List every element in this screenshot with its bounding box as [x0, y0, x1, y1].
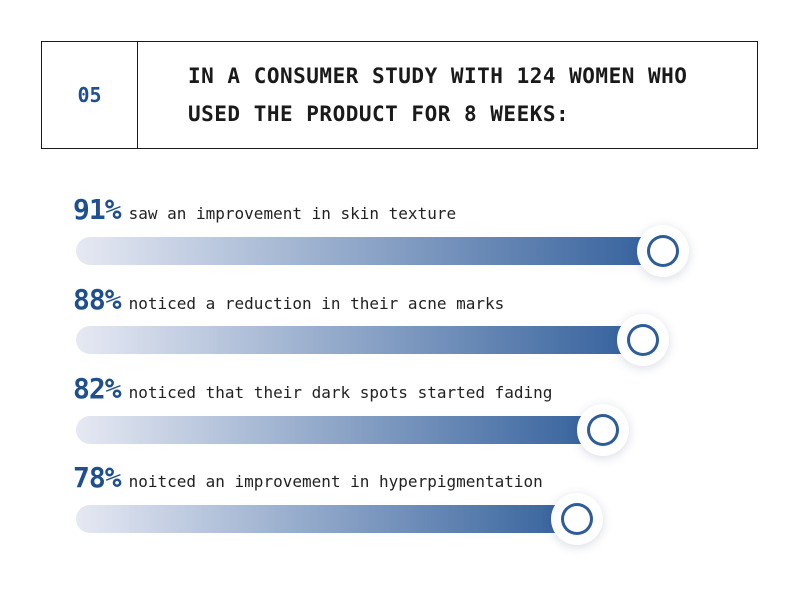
stat-texture: 91% saw an improvement in skin texture: [73, 193, 456, 226]
progress-bar-acne-marks: [76, 326, 657, 354]
stat-acne-marks: 88% noticed a reduction in their acne ma…: [73, 283, 504, 316]
stat-percent: 78%: [73, 461, 122, 494]
stat-description: noitced an improvement in hyperpigmentat…: [128, 472, 543, 491]
stat-description: noticed a reduction in their acne marks: [128, 294, 505, 313]
study-title: IN A CONSUMER STUDY WITH 124 WOMEN WHO U…: [138, 42, 757, 148]
progress-bar-hyperpigmentation: [76, 505, 591, 533]
progress-bar-dark-spots: [76, 416, 618, 444]
stat-percent: 88%: [73, 283, 122, 316]
progress-knob-acne-marks: [616, 314, 669, 366]
progress-knob-dark-spots: [577, 404, 630, 456]
progress-knob-texture: [636, 225, 689, 277]
stat-hyperpigmentation: 78% noitced an improvement in hyperpigme…: [73, 461, 543, 494]
study-title-line-2: USED THE PRODUCT FOR 8 WEEKS:: [188, 102, 570, 126]
progress-bar-texture: [76, 237, 677, 265]
section-number: 05: [42, 42, 138, 148]
stat-description: noticed that their dark spots started fa…: [128, 383, 553, 402]
stat-percent: 82%: [73, 372, 122, 405]
study-title-line-1: IN A CONSUMER STUDY WITH 124 WOMEN WHO: [188, 64, 688, 88]
study-header: 05 IN A CONSUMER STUDY WITH 124 WOMEN WH…: [41, 41, 758, 149]
progress-knob-hyperpigmentation: [550, 493, 603, 545]
stat-percent: 91%: [73, 193, 122, 226]
stat-dark-spots: 82% noticed that their dark spots starte…: [73, 372, 552, 405]
stat-description: saw an improvement in skin texture: [128, 204, 457, 223]
